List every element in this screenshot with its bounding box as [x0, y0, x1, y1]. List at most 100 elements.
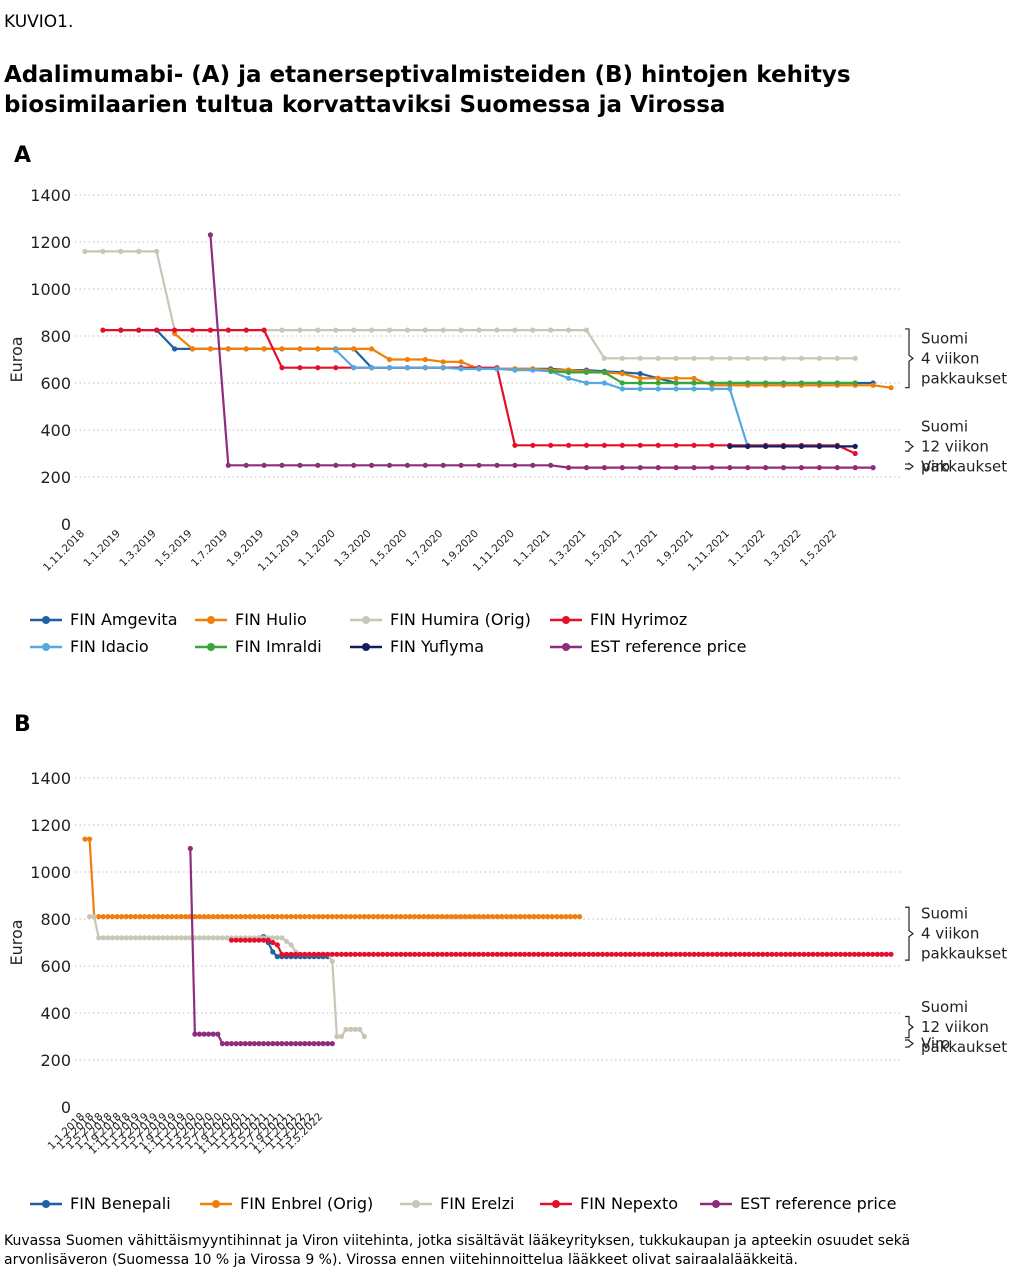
data-point — [105, 914, 111, 920]
data-point — [577, 951, 583, 957]
data-point — [727, 380, 733, 386]
y-tick-label: 1200 — [30, 816, 71, 835]
data-point — [888, 385, 894, 391]
data-point — [386, 327, 393, 333]
series-est-reference-price — [187, 845, 335, 1047]
data-point — [178, 914, 184, 920]
data-point — [386, 462, 393, 468]
data-point — [243, 462, 249, 468]
data-point — [172, 346, 178, 352]
x-tick-label: 1.1.2021 — [511, 528, 553, 570]
data-point — [847, 951, 853, 957]
data-point — [261, 462, 267, 468]
data-point — [201, 1031, 207, 1037]
data-point — [494, 327, 500, 333]
legend-label: FIN Nepexto — [580, 1194, 679, 1213]
data-point — [714, 951, 720, 957]
data-point — [404, 462, 410, 468]
data-point — [787, 951, 793, 957]
data-point — [207, 346, 213, 352]
data-point — [302, 914, 308, 920]
data-point — [673, 465, 679, 471]
data-point — [348, 951, 354, 957]
data-point — [619, 465, 625, 471]
data-point — [393, 951, 399, 957]
data-point — [558, 951, 564, 957]
legend-item: FIN Idacio — [30, 637, 149, 656]
data-point — [82, 248, 88, 254]
x-tick-label: 1.1.2019 — [81, 528, 123, 570]
data-point — [274, 935, 280, 941]
legend-item: FIN Hyrimoz — [550, 610, 687, 629]
data-point — [187, 845, 193, 852]
data-point — [369, 327, 375, 333]
data-point — [160, 914, 166, 920]
x-tick-label: 1.11.2018 — [41, 528, 87, 574]
data-point — [583, 369, 590, 375]
data-point — [422, 365, 428, 371]
data-point — [637, 380, 643, 386]
data-point — [834, 443, 840, 449]
data-point — [242, 937, 248, 943]
data-point — [243, 327, 249, 333]
data-point — [288, 914, 294, 920]
data-point — [517, 914, 523, 920]
data-point — [745, 443, 751, 449]
data-point — [96, 935, 102, 941]
data-point — [183, 914, 189, 920]
data-point — [745, 380, 751, 386]
data-point — [860, 951, 867, 957]
data-point — [357, 1026, 363, 1032]
legend-label: FIN Erelzi — [440, 1194, 515, 1213]
data-point — [865, 951, 871, 957]
panel-label-a: A — [14, 143, 32, 168]
data-point — [370, 914, 377, 920]
data-point — [261, 346, 267, 352]
data-point — [196, 914, 203, 920]
data-point — [691, 951, 697, 957]
data-point — [219, 914, 225, 920]
data-point — [467, 951, 473, 957]
data-point — [189, 346, 196, 352]
x-tick-label: 1.5.2022 — [798, 528, 840, 570]
annotation-text: Suomi — [921, 329, 968, 347]
data-point — [567, 951, 574, 957]
data-point — [297, 365, 303, 371]
data-point — [444, 914, 450, 920]
data-point — [369, 365, 375, 371]
data-point — [315, 327, 321, 333]
data-point — [357, 914, 363, 920]
legend-label: FIN Enbrel (Orig) — [240, 1194, 374, 1213]
data-point — [119, 914, 125, 920]
data-point — [123, 914, 129, 920]
data-point — [334, 1033, 340, 1040]
data-point — [242, 1041, 248, 1047]
data-point — [297, 951, 303, 957]
data-point — [325, 951, 331, 957]
data-point — [494, 914, 500, 920]
data-point — [425, 914, 432, 920]
data-point — [407, 951, 413, 957]
data-point — [508, 951, 514, 957]
data-point — [100, 248, 106, 254]
data-point — [763, 443, 769, 449]
data-point — [169, 935, 175, 941]
data-point — [251, 937, 257, 943]
data-point — [87, 836, 93, 842]
data-point — [361, 951, 367, 957]
data-point — [780, 380, 787, 386]
annotation-text: pakkaukset — [921, 457, 1007, 475]
data-point — [132, 935, 138, 941]
data-point — [655, 465, 661, 471]
data-point — [834, 465, 840, 471]
y-tick-label: 0 — [61, 1098, 71, 1117]
annotation-text: Viro — [921, 457, 950, 475]
data-point — [261, 937, 267, 943]
data-point — [302, 951, 308, 957]
data-point — [462, 951, 468, 957]
data-point — [279, 462, 285, 468]
data-point — [225, 346, 231, 352]
data-point — [763, 355, 769, 361]
data-point — [123, 935, 129, 941]
data-point — [499, 914, 505, 920]
